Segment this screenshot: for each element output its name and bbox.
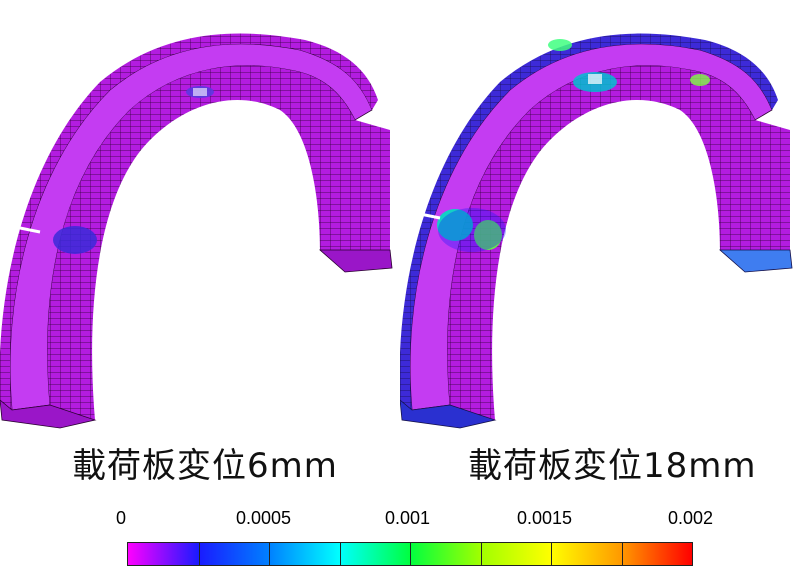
arch-model-18mm (400, 33, 793, 429)
colorbar-division (621, 543, 623, 565)
colorbar (127, 542, 693, 566)
colorbar-division (339, 543, 341, 565)
arch-end-right (718, 249, 793, 273)
colorbar-division (551, 543, 552, 565)
colorbar-tick: 0.002 (668, 508, 714, 528)
colorbar-tick: 0.0005 (236, 508, 292, 528)
colorbar-tick: 0.001 (385, 508, 431, 528)
arch-inner-face (447, 65, 790, 420)
colorbar-division (410, 543, 411, 565)
arch-inner-face (47, 65, 391, 420)
colorbar-tick: 0 (116, 508, 127, 528)
fem-panel-6mm (0, 0, 400, 430)
fem-panel-18mm (400, 0, 800, 430)
arch-end-right (318, 249, 393, 273)
caption-6mm: 載荷板変位6mm (72, 446, 338, 486)
arch-end-bottom (400, 399, 497, 429)
colorbar-division (198, 543, 200, 565)
arch-model-6mm (0, 33, 393, 429)
caption-18mm: 載荷板変位18mm (468, 446, 757, 486)
colorbar-division (480, 543, 482, 565)
colorbar-division (269, 543, 270, 565)
colorbar-tick: 0.0015 (517, 508, 573, 528)
arch-end-bottom (0, 399, 97, 429)
